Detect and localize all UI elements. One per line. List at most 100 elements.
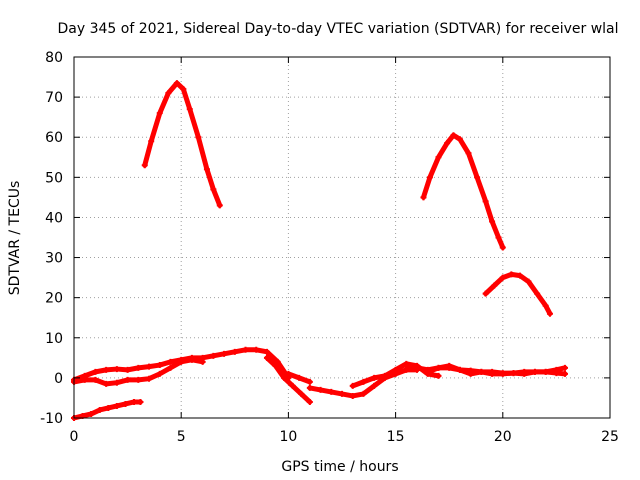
- data-point: [478, 368, 485, 375]
- data-point: [510, 370, 517, 377]
- data-point: [210, 186, 217, 193]
- data-point: [113, 366, 120, 373]
- series-arc-b: [420, 132, 506, 251]
- data-point: [482, 198, 489, 205]
- data-point: [92, 368, 99, 375]
- data-point: [414, 364, 421, 371]
- data-point: [474, 174, 481, 181]
- data-point: [317, 386, 324, 393]
- data-point: [221, 350, 228, 357]
- series-line: [420, 132, 506, 251]
- y-tick-label: 30: [45, 251, 63, 267]
- data-point: [298, 390, 305, 397]
- data-point: [360, 378, 367, 385]
- y-axis-title: SDTVAR / TECUs: [7, 181, 23, 296]
- data-point: [88, 410, 95, 417]
- y-tick-label: 20: [45, 291, 63, 307]
- series-arc-c: [482, 271, 553, 317]
- data-point: [521, 370, 528, 377]
- data-point: [281, 374, 288, 381]
- data-point: [339, 390, 345, 397]
- y-tick-label: 50: [45, 170, 63, 186]
- data-point: [146, 375, 153, 382]
- x-axis-title: GPS time / hours: [281, 459, 398, 475]
- data-point: [542, 368, 549, 375]
- data-point: [495, 234, 502, 241]
- data-point: [216, 202, 223, 209]
- tick-layer: [73, 56, 611, 419]
- data-point: [499, 274, 506, 281]
- data-point: [186, 106, 193, 113]
- data-point: [450, 132, 457, 139]
- series-arc-l: [424, 362, 568, 377]
- data-point: [499, 370, 506, 377]
- data-point: [274, 358, 281, 365]
- data-point: [349, 392, 356, 399]
- data-point: [489, 370, 496, 377]
- chart-title: Day 345 of 2021, Sidereal Day-to-day VTE…: [57, 21, 618, 37]
- data-point: [203, 166, 210, 173]
- data-point: [426, 174, 433, 181]
- data-point: [371, 382, 378, 389]
- series-arc-h: [285, 370, 313, 385]
- data-point: [381, 372, 388, 379]
- data-point: [180, 86, 187, 93]
- data-point: [124, 366, 131, 373]
- series-arc-f: [71, 356, 206, 387]
- data-point: [489, 218, 496, 225]
- data-point: [371, 374, 378, 381]
- data-point: [173, 80, 180, 87]
- x-tick-label: 20: [494, 429, 512, 445]
- y-tick-label: 70: [45, 90, 63, 106]
- data-point: [285, 370, 292, 377]
- data-point: [444, 140, 451, 147]
- data-point: [92, 376, 99, 383]
- data-point: [113, 402, 120, 409]
- y-tick-label: 0: [54, 371, 63, 387]
- data-point: [135, 376, 142, 383]
- data-point: [328, 388, 335, 395]
- data-point: [561, 370, 568, 377]
- data-point: [516, 272, 523, 279]
- data-point: [253, 346, 260, 353]
- data-point: [531, 368, 538, 375]
- data-point: [289, 382, 296, 389]
- x-tick-label: 5: [177, 429, 186, 445]
- data-point: [508, 271, 515, 278]
- grid-layer: [74, 57, 610, 418]
- y-tick-label: 60: [45, 130, 63, 146]
- data-point: [141, 162, 148, 169]
- data-point: [360, 390, 367, 397]
- data-point: [263, 348, 270, 355]
- data-point: [306, 384, 313, 391]
- data-point: [534, 290, 541, 297]
- data-point: [242, 346, 249, 353]
- data-point: [435, 154, 442, 161]
- data-point: [124, 376, 131, 383]
- series-line: [483, 271, 553, 317]
- data-point: [392, 366, 399, 373]
- data-point: [482, 290, 489, 297]
- data-point: [542, 302, 549, 309]
- y-tick-label: 80: [45, 50, 63, 66]
- data-point: [156, 362, 163, 369]
- data-point: [81, 376, 88, 383]
- x-tick-label: 15: [387, 429, 405, 445]
- data-point: [167, 358, 174, 365]
- data-point: [420, 194, 427, 201]
- plot-border: [73, 56, 611, 419]
- data-point: [306, 398, 313, 405]
- data-point: [103, 380, 110, 387]
- data-point: [435, 372, 442, 379]
- data-point: [122, 400, 129, 407]
- series-layer: [71, 80, 568, 421]
- series-line: [264, 355, 313, 405]
- data-point: [178, 358, 185, 365]
- data-point: [165, 90, 172, 97]
- data-point: [272, 362, 279, 369]
- data-point: [499, 244, 506, 251]
- data-point: [135, 364, 142, 371]
- data-point: [561, 364, 568, 371]
- series-arc-a: [141, 80, 223, 209]
